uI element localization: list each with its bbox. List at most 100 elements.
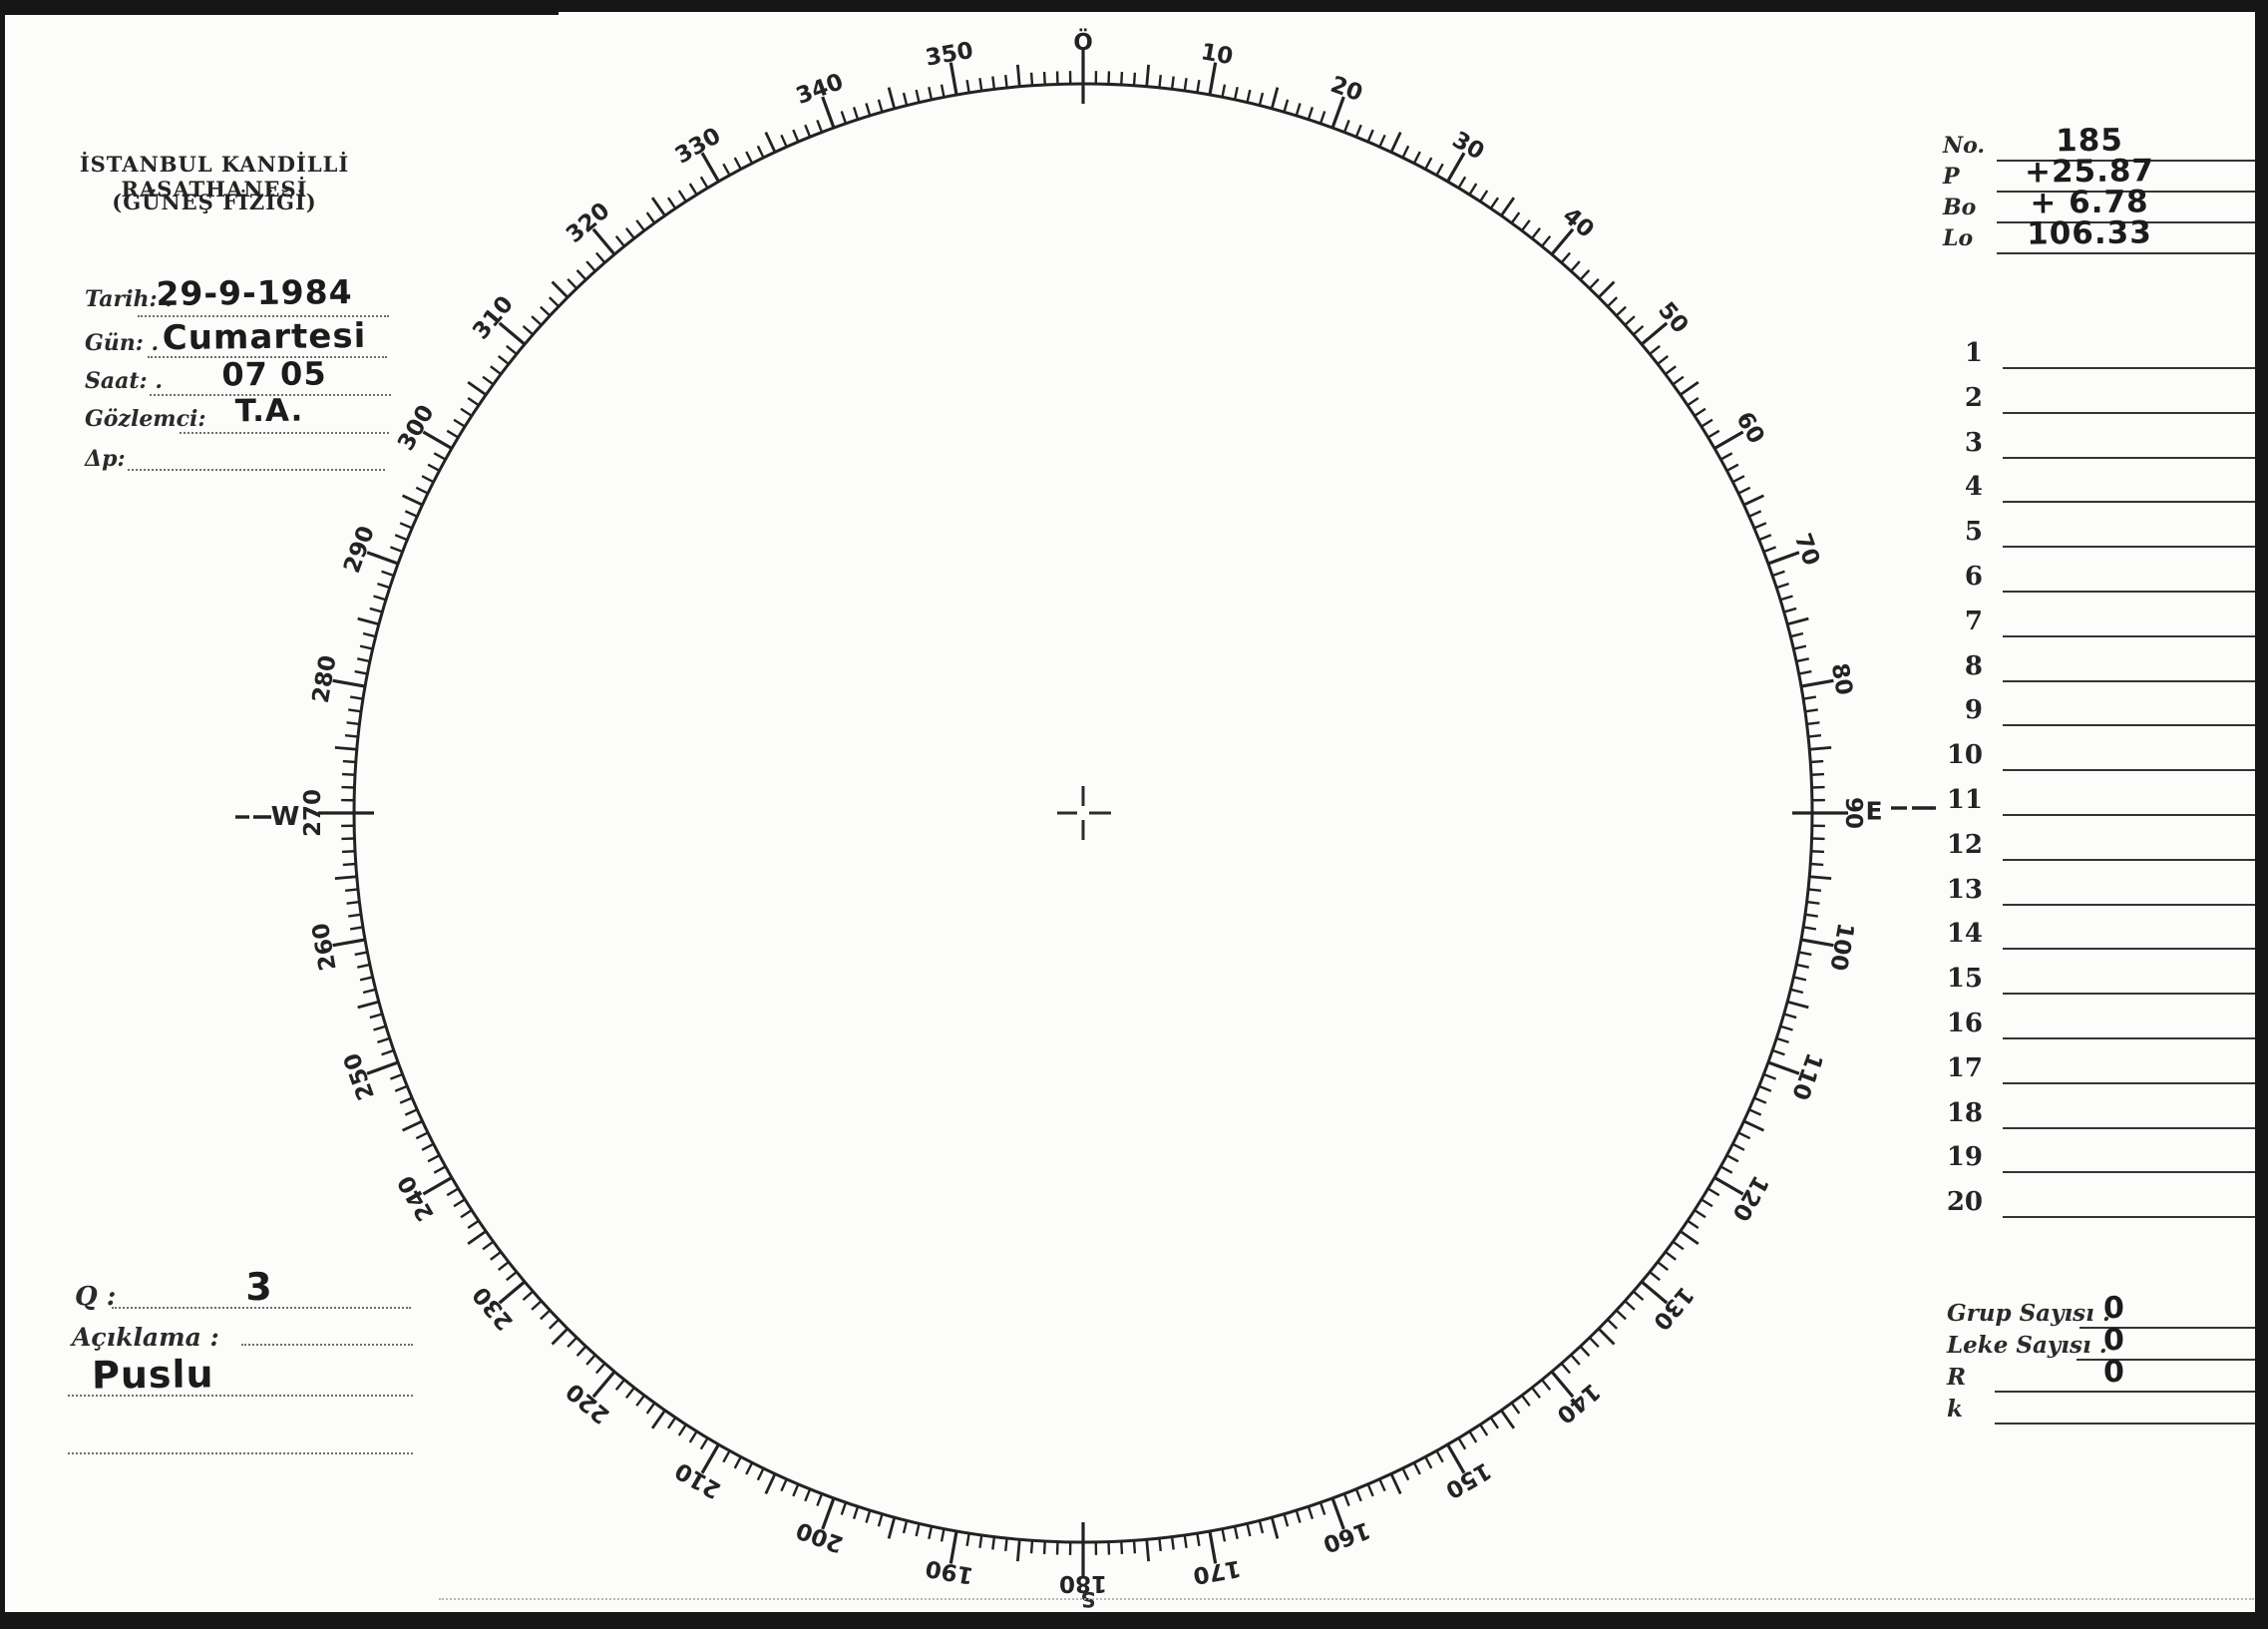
degree-label-10: 10: [1199, 39, 1235, 70]
paper-edge-dotted-line: [439, 1598, 2254, 1600]
degree-label-210: 210: [671, 1456, 726, 1503]
list-row-number: 2: [1964, 383, 1983, 413]
field-gun-label: Gün: .: [85, 330, 160, 356]
degree-label-160: 160: [1320, 1516, 1373, 1557]
degree-label-170: 170: [1191, 1554, 1243, 1588]
degree-label-130: 130: [1648, 1281, 1699, 1334]
aciklama-note: Puslu: [91, 1352, 214, 1398]
list-row-line: [2003, 501, 2268, 503]
list-row-number: 16: [1946, 1009, 1983, 1038]
degree-label-300: 300: [393, 401, 440, 456]
list-row-line: [2003, 948, 2268, 950]
east-marker: E: [1865, 797, 1882, 826]
list-row-line: [2003, 904, 2268, 906]
list-row-number: 3: [1964, 428, 1983, 458]
summary-line: [1995, 1391, 2266, 1393]
list-row-number: 15: [1946, 964, 1983, 994]
obs-label-no: No.: [1943, 133, 1986, 159]
scan-edge-bottom: [0, 1612, 2268, 1629]
obs-label-lo: Lo: [1943, 225, 1974, 251]
obs-line: [1997, 221, 2268, 223]
obs-label-p: P: [1943, 164, 1960, 190]
scan-edge-left: [0, 0, 5, 1629]
degree-label-340: 340: [793, 69, 847, 110]
list-row-number: 12: [1946, 830, 1983, 860]
list-row-line: [2003, 367, 2268, 369]
list-row-line: [2003, 1171, 2268, 1173]
list-row-line: [2003, 1216, 2268, 1218]
dial-ticks: [318, 48, 1848, 1578]
scan-edge-top-left: [0, 0, 559, 15]
q-line: [112, 1307, 411, 1309]
list-row-number: 14: [1946, 919, 1983, 949]
field-tarih-label: Tarih: .: [85, 286, 173, 312]
list-row-line: [2003, 457, 2268, 459]
list-row-line: [2003, 1082, 2268, 1084]
field-saat-line: [150, 394, 391, 396]
summary-line: [1995, 1423, 2266, 1425]
degree-label-40: 40: [1558, 203, 1599, 242]
field-gozlemci-value: T.A.: [234, 392, 304, 430]
summary-line: [2077, 1359, 2266, 1361]
degree-label-140: 140: [1551, 1378, 1604, 1428]
degree-label-60: 60: [1730, 408, 1769, 449]
q-value: 3: [245, 1264, 273, 1310]
summary-value: 0: [2102, 1354, 2126, 1391]
field-dp-line: [128, 469, 385, 471]
note-line: [68, 1395, 413, 1397]
list-row-number: 20: [1946, 1187, 1983, 1217]
field-tarih-value: 29-9-1984: [156, 271, 353, 314]
degree-label-100: 100: [1824, 921, 1858, 973]
list-row-line: [2003, 724, 2268, 726]
degree-label-260: 260: [308, 921, 342, 973]
list-row-number: 6: [1964, 562, 1983, 592]
list-row-line: [2003, 546, 2268, 548]
obs-line: [1997, 160, 2268, 162]
list-row-line: [2003, 635, 2268, 637]
list-row-number: 4: [1964, 472, 1983, 502]
list-row-number: 10: [1946, 740, 1983, 770]
summary-label: Leke Sayısı .: [1947, 1332, 2107, 1359]
list-row-line: [2003, 769, 2268, 771]
list-row-line: [2003, 993, 2268, 995]
field-gozlemci-line: [180, 432, 389, 434]
list-row-number: 11: [1946, 785, 1983, 815]
field-gun-line: [148, 356, 387, 358]
aciklama-label: Açıklama :: [72, 1323, 219, 1352]
summary-label: R: [1947, 1364, 1967, 1391]
summary-line: [2079, 1327, 2266, 1329]
list-row-line: [2003, 1037, 2268, 1039]
list-row-line: [2003, 1127, 2268, 1129]
summary-value: 0: [2102, 1290, 2126, 1327]
degree-label-30: 30: [1448, 127, 1489, 166]
list-row-line: [2003, 591, 2268, 593]
degree-label-280: 280: [308, 653, 342, 705]
degree-label-240: 240: [393, 1171, 440, 1226]
degree-label-50: 50: [1653, 297, 1693, 338]
degree-label-190: 190: [924, 1554, 975, 1588]
list-row-number: 13: [1946, 875, 1983, 905]
observatory-subtitle: (GÜNEŞ FİZİĞİ): [112, 190, 317, 214]
degree-label-90: 90: [1840, 797, 1866, 829]
list-row-line: [2003, 814, 2268, 816]
obs-line: [1997, 252, 2268, 254]
scan-edge-top: [0, 0, 2268, 12]
degree-label-150: 150: [1441, 1456, 1496, 1503]
summary-label: k: [1947, 1396, 1963, 1423]
degree-label-350: 350: [924, 38, 975, 72]
obs-value: 106.33: [2026, 214, 2152, 252]
list-row-number: 9: [1964, 695, 1983, 725]
degree-label-330: 330: [671, 123, 726, 170]
degree-label-310: 310: [468, 291, 519, 344]
degree-label-290: 290: [339, 523, 380, 577]
list-row-number: 1: [1964, 338, 1983, 368]
list-row-number: 8: [1964, 651, 1983, 681]
degree-label-70: 70: [1789, 530, 1824, 569]
scan-edge-right: [2255, 0, 2268, 1629]
field-saat-label: Saat: .: [85, 368, 163, 394]
summary-label: Grup Sayısı .: [1947, 1300, 2110, 1327]
list-row-line: [2003, 859, 2268, 861]
field-gozlemci-label: Gözlemci:: [85, 406, 206, 432]
extra-dotted-line: [68, 1452, 413, 1454]
